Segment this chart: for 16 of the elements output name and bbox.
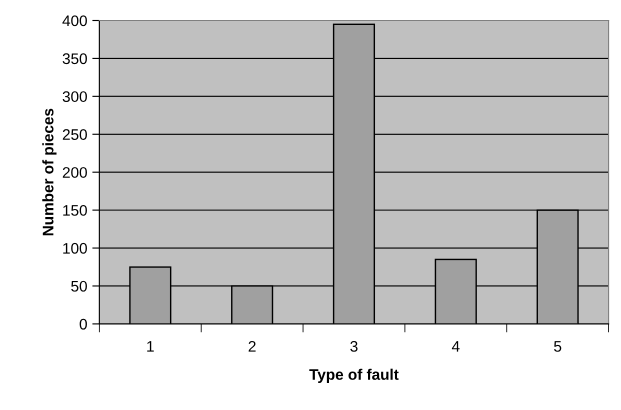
y-tick-label: 250: [62, 129, 87, 140]
y-tick-label: 200: [62, 167, 87, 178]
y-tick-label: 100: [63, 242, 87, 254]
x-tick-label: 4: [452, 341, 460, 352]
y-tick-label: 150: [63, 204, 87, 216]
x-tick-label: 1: [147, 341, 154, 352]
x-tick-label: 2: [248, 340, 256, 352]
x-tick-label: 5: [554, 341, 562, 352]
y-tick-label: 0: [80, 318, 87, 330]
y-tick-label: 300: [62, 91, 87, 102]
x-tick-label: 3: [350, 340, 358, 352]
x-axis-title: Type of fault: [309, 368, 399, 383]
y-tick-label: 50: [71, 280, 87, 292]
y-tick-label: 400: [62, 15, 87, 26]
y-tick-label: 350: [62, 53, 87, 64]
y-axis-title: Number of pieces: [42, 108, 57, 236]
